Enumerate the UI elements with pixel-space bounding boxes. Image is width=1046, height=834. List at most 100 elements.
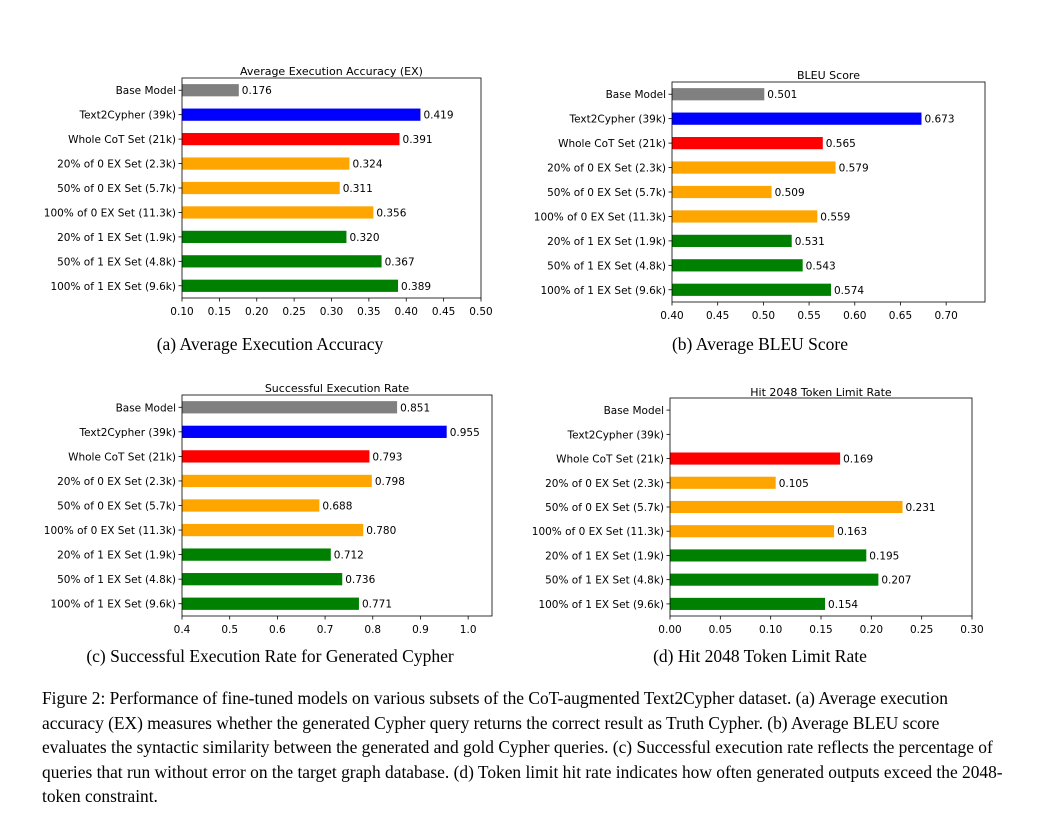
- bar: [672, 234, 792, 247]
- y-tick-label: 20% of 1 EX Set (1.9k): [57, 232, 176, 244]
- plot-frame: [671, 81, 986, 303]
- data-label: 0.231: [906, 502, 936, 514]
- chart-title: Hit 2048 Token Limit Rate: [750, 386, 892, 399]
- x-tick-label: 0.40: [395, 306, 418, 318]
- bar: [672, 161, 836, 174]
- x-tick-label: 0.9: [412, 624, 429, 636]
- figure-caption: Figure 2: Performance of fine-tuned mode…: [42, 688, 1003, 807]
- chart-successful-execution-rate: Successful Execution Rate Base Model 0.851…: [0, 330, 500, 642]
- x-tick-label: 0.10: [170, 306, 193, 318]
- y-tick-label: Text2Cypher (39k): [78, 110, 176, 122]
- x-tick-label: 0.7: [317, 624, 334, 636]
- y-tick-label: 50% of 1 EX Set (4.8k): [545, 575, 664, 587]
- data-label: 0.389: [401, 281, 431, 293]
- data-label: 0.531: [795, 236, 825, 248]
- subcaption-d: (d) Hit 2048 Token Limit Rate: [653, 646, 867, 666]
- bar: [182, 230, 347, 243]
- chart-successful-execution-rate-svg: Successful Execution Rate Base Model 0.851…: [44, 382, 493, 636]
- bar: [672, 259, 803, 272]
- y-tick-label: 20% of 0 EX Set (2.3k): [57, 476, 176, 488]
- y-tick-label: 100% of 0 EX Set (11.3k): [534, 211, 666, 223]
- y-tick-label: 50% of 0 EX Set (5.7k): [545, 502, 664, 514]
- data-label: 0.780: [366, 525, 396, 537]
- bar: [182, 206, 374, 219]
- bar: [182, 181, 340, 195]
- data-label: 0.543: [806, 260, 836, 272]
- x-tick-label: 0.20: [245, 306, 268, 318]
- y-tick-label: Base Model: [116, 402, 176, 414]
- bar: [182, 597, 359, 610]
- y-tick-label: 50% of 1 EX Set (4.8k): [57, 574, 176, 586]
- data-label: 0.712: [334, 550, 364, 562]
- data-label: 0.509: [775, 187, 805, 199]
- bar: [182, 279, 399, 292]
- bar: [670, 500, 903, 514]
- y-tick-label: Whole CoT Set (21k): [68, 134, 176, 146]
- chart-token-limit-rate: Hit 2048 Token Limit Rate Base Model Text2…: [500, 330, 1046, 642]
- subcaption-a: (a) Average Execution Accuracy: [156, 334, 384, 354]
- data-label: 0.673: [924, 114, 954, 126]
- data-label: 0.565: [826, 138, 856, 150]
- data-label: 0.419: [423, 110, 453, 122]
- data-label: 0.574: [834, 285, 864, 297]
- bar: [672, 137, 823, 150]
- x-tick-label: 0.40: [660, 310, 683, 322]
- data-label: 0.311: [343, 183, 373, 195]
- data-label: 0.851: [400, 402, 430, 414]
- y-tick-label: 100% of 1 EX Set (9.6k): [50, 281, 176, 293]
- x-tick-label: 0.15: [208, 306, 231, 318]
- data-label: 0.501: [767, 89, 797, 101]
- x-tick-label: 0.05: [709, 624, 732, 636]
- y-tick-label: 50% of 0 EX Set (5.7k): [547, 187, 666, 199]
- y-tick-label: 50% of 1 EX Set (4.8k): [547, 260, 666, 272]
- data-label: 0.176: [242, 85, 272, 97]
- y-tick-label: Whole CoT Set (21k): [68, 451, 176, 463]
- chart-title: Average Execution Accuracy (EX): [240, 65, 423, 78]
- bar: [672, 112, 922, 125]
- y-tick-label: Base Model: [116, 85, 176, 97]
- bar: [672, 185, 772, 199]
- bar: [182, 255, 382, 268]
- y-tick-label: 20% of 1 EX Set (1.9k): [57, 550, 176, 562]
- y-tick-label: 100% of 0 EX Set (11.3k): [532, 526, 664, 538]
- x-tick-label: 0.30: [960, 624, 983, 636]
- bar: [672, 283, 832, 296]
- x-tick-label: 0.8: [364, 624, 381, 636]
- subcaption-b: (b) Average BLEU Score: [671, 334, 849, 354]
- bar: [182, 573, 343, 586]
- y-tick-label: Whole CoT Set (21k): [558, 138, 666, 150]
- x-tick-label: 1.0: [460, 624, 477, 636]
- x-tick-label: 0.5: [221, 624, 238, 636]
- x-tick-label: 0.50: [752, 310, 775, 322]
- x-tick-label: 0.70: [934, 310, 957, 322]
- x-tick-label: 0.25: [282, 306, 305, 318]
- y-tick-label: 100% of 1 EX Set (9.6k): [50, 599, 176, 611]
- data-label: 0.169: [843, 454, 873, 466]
- y-tick-label: 20% of 0 EX Set (2.3k): [545, 478, 664, 490]
- data-label: 0.736: [345, 574, 375, 586]
- x-tick-label: 0.45: [706, 310, 729, 322]
- x-tick-label: 0.25: [910, 624, 933, 636]
- data-label: 0.391: [403, 134, 433, 146]
- y-tick-label: Text2Cypher (39k): [568, 114, 666, 126]
- data-label: 0.367: [385, 256, 415, 268]
- x-tick-label: 0.00: [658, 624, 681, 636]
- data-label: 0.688: [322, 501, 352, 513]
- y-tick-label: Text2Cypher (39k): [566, 429, 664, 441]
- bar: [182, 548, 331, 561]
- y-tick-label: 50% of 0 EX Set (5.7k): [57, 501, 176, 513]
- x-tick-label: 0.15: [809, 624, 832, 636]
- y-tick-label: Base Model: [604, 405, 664, 417]
- bar: [182, 425, 447, 438]
- y-tick-label: 100% of 0 EX Set (11.3k): [44, 525, 176, 537]
- data-label: 0.955: [450, 427, 480, 439]
- chart-execution-accuracy: Average Execution Accuracy (EX) Base Mode…: [0, 0, 500, 330]
- chart-bleu-score: BLEU Score Base Model 0.501 Text2Cypher (39…: [500, 0, 1046, 330]
- y-tick-label: 100% of 0 EX Set (11.3k): [44, 207, 176, 219]
- data-label: 0.163: [837, 526, 867, 538]
- plot-frame: [181, 394, 493, 617]
- bar: [670, 452, 841, 465]
- y-tick-label: 50% of 1 EX Set (4.8k): [57, 256, 176, 268]
- bar: [182, 450, 370, 463]
- bar: [182, 499, 320, 512]
